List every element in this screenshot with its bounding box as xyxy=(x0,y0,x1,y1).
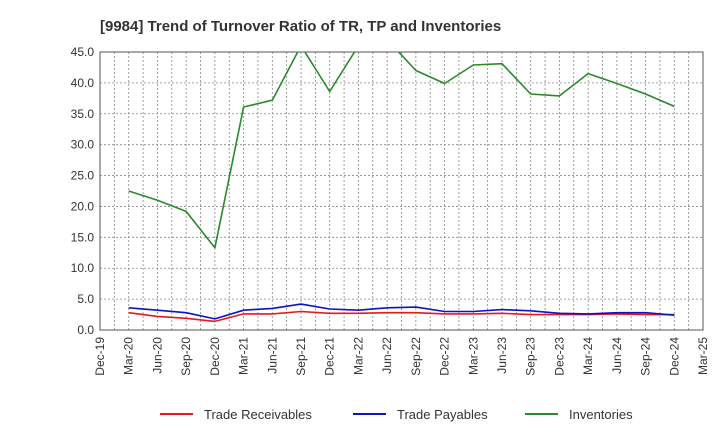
x-tick-label: Jun-21 xyxy=(265,337,279,374)
y-tick-label: 20.0 xyxy=(71,199,95,213)
y-tick-label: 40.0 xyxy=(71,76,95,90)
axes: 0.0 5.0 10.0 15.0 20.0 25.0 30.0 35.0 40.0 45.0 De… xyxy=(71,45,710,376)
x-tick-label: Sep-24 xyxy=(639,337,653,376)
x-tick-label: Sep-20 xyxy=(179,337,193,376)
legend-label: Trade Payables xyxy=(397,407,488,422)
x-tick-label: Mar-21 xyxy=(237,337,251,375)
y-tick-label: 45.0 xyxy=(71,45,95,59)
x-tick-label: Jun-22 xyxy=(380,337,394,374)
x-tick-label: Mar-22 xyxy=(351,337,365,375)
plot-frame xyxy=(99,51,704,331)
x-tick-label: Dec-23 xyxy=(552,337,566,376)
y-tick-label: 0.0 xyxy=(77,323,94,337)
x-tick-label: Jun-24 xyxy=(610,337,624,374)
x-tick-label: Dec-19 xyxy=(93,337,107,376)
series-line-inventories xyxy=(128,52,675,249)
series-line-trade-payables xyxy=(128,303,675,320)
x-tick-label: Sep-22 xyxy=(409,337,423,376)
x-tick-label: Mar-20 xyxy=(122,337,136,375)
legend: Trade Receivables Trade Payables Inventori… xyxy=(160,407,633,422)
x-tick-label: Sep-21 xyxy=(294,337,308,376)
x-tick-label: Dec-22 xyxy=(438,337,452,376)
x-tick-label: Jun-20 xyxy=(150,337,164,374)
x-tick-label: Mar-25 xyxy=(696,337,710,375)
y-tick-label: 30.0 xyxy=(71,138,95,152)
y-tick-label: 35.0 xyxy=(71,107,95,121)
x-tick-label: Jun-23 xyxy=(495,337,509,374)
legend-label: Inventories xyxy=(569,407,633,422)
y-tick-label: 5.0 xyxy=(77,292,94,306)
chart-title: [9984] Trend of Turnover Ratio of TR, TP… xyxy=(100,18,501,35)
x-tick-label: Dec-20 xyxy=(208,337,222,376)
x-tick-label: Sep-23 xyxy=(524,337,538,376)
x-tick-label: Dec-21 xyxy=(323,337,337,376)
series-lines xyxy=(128,52,675,323)
grid xyxy=(100,51,703,330)
x-tick-label: Dec-24 xyxy=(667,337,681,376)
x-tick-label: Mar-24 xyxy=(581,337,595,375)
legend-label: Trade Receivables xyxy=(204,407,312,422)
y-tick-label: 15.0 xyxy=(71,230,95,244)
y-tick-label: 10.0 xyxy=(71,261,95,275)
x-tick-label: Mar-23 xyxy=(466,337,480,375)
y-tick-label: 25.0 xyxy=(71,169,95,183)
